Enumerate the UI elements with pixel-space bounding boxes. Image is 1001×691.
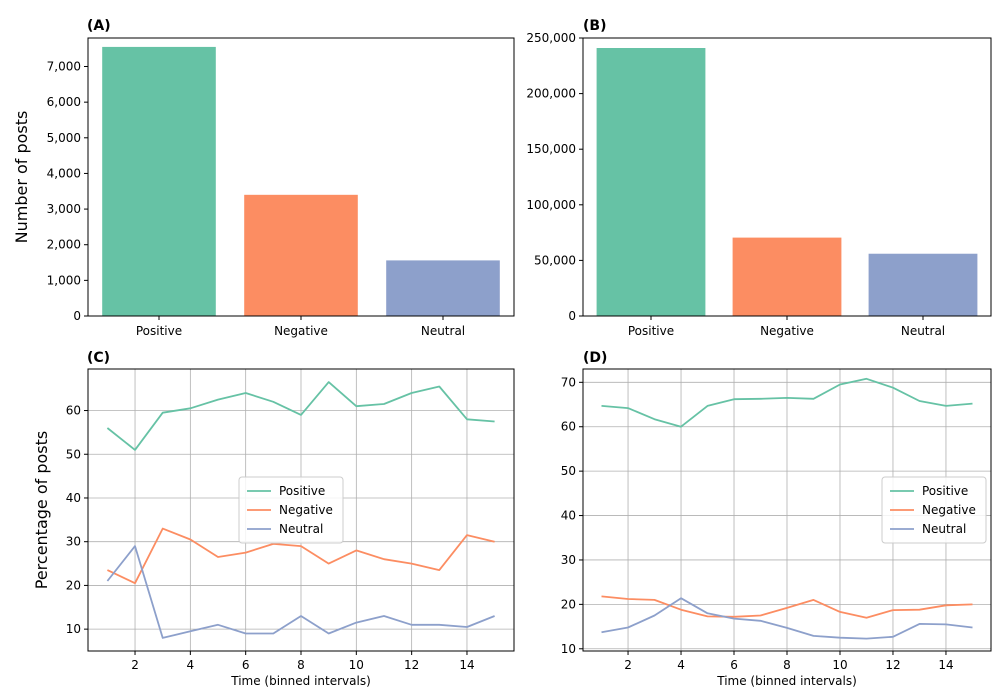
x-tick-label: 10 bbox=[832, 658, 847, 672]
y-tick-label: 50 bbox=[66, 447, 81, 461]
legend-label-negative: Negative bbox=[279, 503, 333, 517]
panel-label-b: (B) bbox=[583, 18, 606, 34]
ylabel-counts: Number of posts bbox=[12, 111, 31, 244]
panel-label-c: (C) bbox=[87, 350, 110, 366]
series-line-positive bbox=[601, 377, 973, 428]
y-tick-label: 30 bbox=[66, 535, 81, 549]
x-tick-label: 2 bbox=[131, 658, 139, 672]
x-tick-label: 6 bbox=[730, 658, 738, 672]
x-tick-label: 6 bbox=[242, 658, 250, 672]
legend: Positive Negative Neutral bbox=[238, 476, 344, 544]
y-tick-label: 60 bbox=[66, 404, 81, 418]
x-axis-label: Time (binned intervals) bbox=[716, 674, 857, 688]
y-tick-label: 250,000 bbox=[526, 31, 576, 45]
y-tick-label: 70 bbox=[561, 375, 576, 389]
legend: Positive Negative Neutral bbox=[881, 476, 987, 544]
y-tick-label: 7,000 bbox=[47, 60, 81, 74]
y-tick-label: 0 bbox=[568, 309, 576, 323]
y-tick-label: 5,000 bbox=[47, 131, 81, 145]
panel-label-a: (A) bbox=[87, 18, 111, 34]
y-tick-label: 200,000 bbox=[526, 87, 576, 101]
bar-positive bbox=[102, 46, 216, 317]
y-tick-label: 50,000 bbox=[534, 253, 576, 267]
x-tick-label: 14 bbox=[938, 658, 953, 672]
x-tick-label: 4 bbox=[187, 658, 195, 672]
y-tick-label: 40 bbox=[66, 491, 81, 505]
x-tick-label: 8 bbox=[783, 658, 791, 672]
y-tick-label: 100,000 bbox=[526, 198, 576, 212]
y-tick-label: 150,000 bbox=[526, 142, 576, 156]
y-tick-label: 6,000 bbox=[47, 95, 81, 109]
x-tick-label: 10 bbox=[349, 658, 364, 672]
y-tick-label: 10 bbox=[66, 622, 81, 636]
x-tick-label: 2 bbox=[624, 658, 632, 672]
legend-label-negative: Negative bbox=[922, 503, 976, 517]
bar-negative bbox=[732, 237, 842, 316]
y-tick-label: 50 bbox=[561, 464, 576, 478]
y-tick-label: 40 bbox=[561, 509, 576, 523]
panel-d-line-chart: 10 20 30 40 50 60 70 2 4 6 8 10 12 14 Time (binned int… bbox=[561, 350, 992, 688]
y-tick-label: 1,000 bbox=[47, 273, 81, 287]
x-tick-label: Neutral bbox=[421, 324, 465, 338]
bar-neutral bbox=[868, 253, 978, 316]
x-tick-label: 14 bbox=[459, 658, 474, 672]
bar-positive bbox=[596, 48, 706, 317]
series-line-neutral bbox=[601, 597, 973, 640]
y-tick-label: 0 bbox=[73, 309, 81, 323]
legend-label-neutral: Neutral bbox=[279, 522, 323, 536]
legend-label-neutral: Neutral bbox=[922, 522, 966, 536]
series-line-negative bbox=[601, 595, 973, 619]
panel-c-line-chart: 10 20 30 40 50 60 2 4 6 8 10 12 14 Time (binned inter… bbox=[66, 350, 515, 688]
y-tick-label: 60 bbox=[561, 420, 576, 434]
x-tick-label: Negative bbox=[760, 324, 814, 338]
legend-box bbox=[881, 476, 987, 544]
x-tick-label: Positive bbox=[136, 324, 182, 338]
y-tick-label: 30 bbox=[561, 553, 576, 567]
y-tick-label: 3,000 bbox=[47, 202, 81, 216]
legend-label-positive: Positive bbox=[922, 484, 968, 498]
bar-negative bbox=[244, 194, 358, 316]
y-tick-label: 20 bbox=[66, 578, 81, 592]
y-tick-label: 2,000 bbox=[47, 238, 81, 252]
x-tick-label: Negative bbox=[274, 324, 328, 338]
y-tick-label: 20 bbox=[561, 597, 576, 611]
panel-a-bar-chart: 0 1,000 2,000 3,000 4,000 5,000 6,000 7,000 Posi… bbox=[47, 18, 515, 338]
legend-box bbox=[238, 476, 344, 544]
bar-neutral bbox=[386, 260, 500, 316]
x-tick-label: 12 bbox=[885, 658, 900, 672]
x-tick-label: 12 bbox=[404, 658, 419, 672]
x-tick-label: 8 bbox=[297, 658, 305, 672]
x-tick-label: 4 bbox=[677, 658, 685, 672]
series-line-neutral bbox=[106, 545, 495, 639]
panel-b-bar-chart: 0 50,000 100,000 150,000 200,000 250,000 Posit… bbox=[526, 18, 992, 338]
y-tick-label: 4,000 bbox=[47, 166, 81, 180]
ylabel-percent: Percentage of posts bbox=[32, 431, 51, 590]
series-line-positive bbox=[106, 381, 495, 451]
series-line-negative bbox=[107, 527, 495, 585]
y-tick-label: 10 bbox=[561, 642, 576, 656]
panel-label-d: (D) bbox=[583, 350, 607, 366]
x-axis-label: Time (binned intervals) bbox=[230, 674, 371, 688]
x-tick-label: Neutral bbox=[901, 324, 945, 338]
x-tick-label: Positive bbox=[628, 324, 674, 338]
legend-label-positive: Positive bbox=[279, 484, 325, 498]
